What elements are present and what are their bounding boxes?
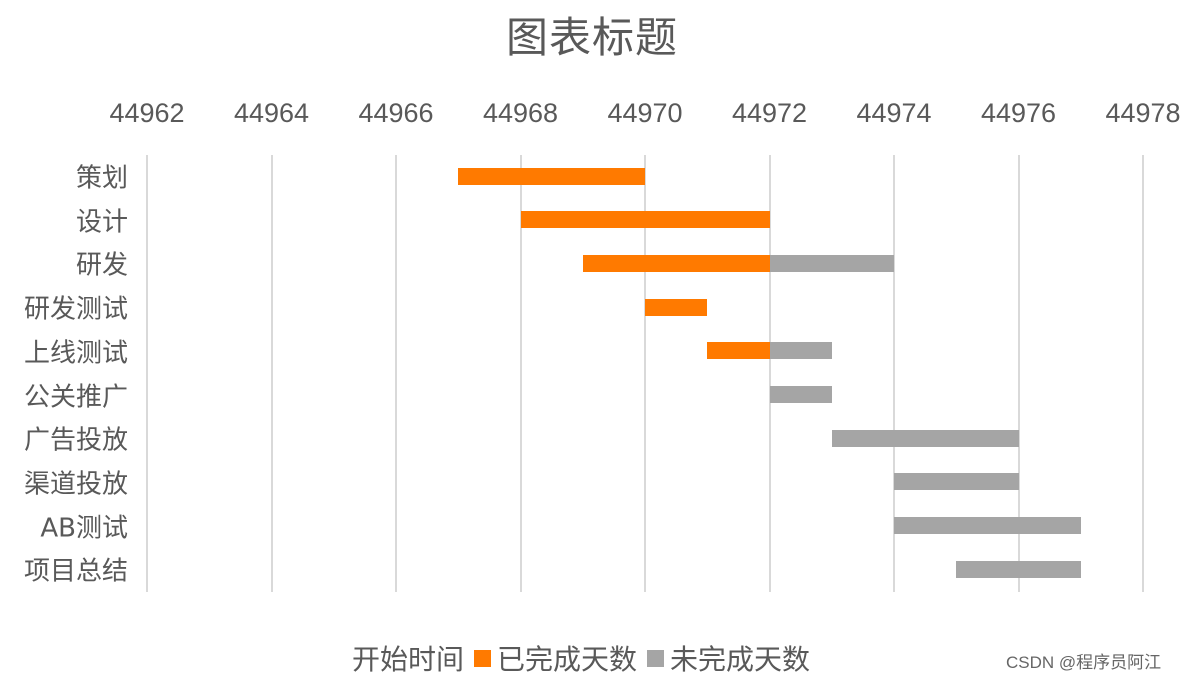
gridline bbox=[519, 155, 522, 592]
x-tick-label: 44962 bbox=[109, 98, 185, 128]
bar-completed bbox=[582, 254, 770, 272]
gridline bbox=[1017, 155, 1020, 592]
bar-completed bbox=[520, 211, 770, 229]
gridline bbox=[893, 155, 895, 592]
x-tick-label: 44972 bbox=[731, 98, 808, 128]
x-tick-label: 44976 bbox=[980, 98, 1057, 128]
legend-swatch-done bbox=[474, 649, 492, 667]
category-label: 广告投放 bbox=[23, 425, 128, 456]
bar-remaining bbox=[894, 517, 1081, 535]
bar-remaining bbox=[769, 386, 832, 403]
legend-label-done: 已完成天数 bbox=[497, 643, 638, 676]
gridline bbox=[644, 155, 646, 592]
chart-title: 图表标题 bbox=[505, 13, 678, 62]
bar-remaining bbox=[769, 342, 832, 360]
gridline bbox=[146, 155, 148, 592]
chart-legend: 开始时间 已完成天数 未完成天数 bbox=[352, 638, 810, 678]
bar-remaining bbox=[956, 560, 1081, 578]
x-tick-label: 44974 bbox=[856, 98, 932, 128]
x-tick-label: 44968 bbox=[482, 98, 559, 128]
x-tick-label: 44970 bbox=[607, 98, 683, 128]
category-label: 渠道投放 bbox=[23, 469, 128, 500]
bar-completed bbox=[645, 298, 708, 316]
bar-remaining bbox=[831, 429, 1019, 447]
legend-label-start: 开始时间 bbox=[352, 643, 465, 676]
category-label: 项目总结 bbox=[23, 556, 128, 587]
legend-label-todo: 未完成天数 bbox=[670, 643, 811, 676]
gridline bbox=[1142, 155, 1144, 592]
bar-completed bbox=[707, 342, 770, 360]
x-tick-label: 44964 bbox=[233, 98, 310, 128]
category-label: 设计 bbox=[75, 207, 128, 238]
category-label: 策划 bbox=[75, 163, 128, 194]
category-label: 上线测试 bbox=[23, 338, 128, 369]
category-label: 公关推广 bbox=[23, 382, 128, 412]
watermark: CSDN @程序员阿江 bbox=[1006, 653, 1162, 672]
gridline bbox=[768, 155, 771, 592]
category-label: 研发 bbox=[75, 250, 128, 281]
x-tick-label: 44966 bbox=[358, 98, 434, 128]
category-label: 研发测试 bbox=[23, 294, 128, 325]
x-tick-label: 44978 bbox=[1105, 98, 1181, 128]
category-label: AB测试 bbox=[40, 513, 128, 544]
bar-remaining bbox=[894, 473, 1019, 491]
gridline bbox=[270, 155, 273, 592]
bar-remaining bbox=[769, 254, 894, 272]
gridline bbox=[395, 155, 397, 592]
legend-swatch-todo bbox=[647, 649, 665, 667]
bar-completed bbox=[458, 167, 645, 185]
